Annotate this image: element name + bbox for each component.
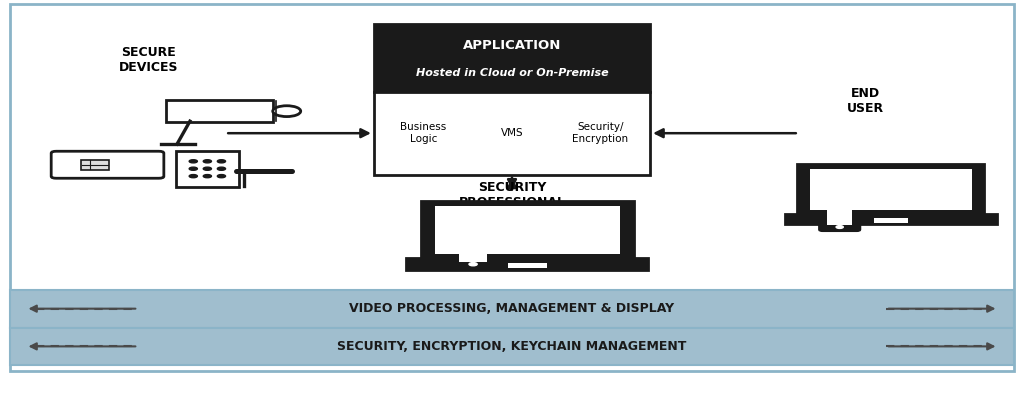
FancyBboxPatch shape <box>176 151 239 187</box>
Text: SECURE
DEVICES: SECURE DEVICES <box>119 46 178 74</box>
FancyBboxPatch shape <box>508 263 547 268</box>
Circle shape <box>189 160 198 163</box>
Text: SECURITY
PROFESSIONAL: SECURITY PROFESSIONAL <box>459 181 565 209</box>
FancyBboxPatch shape <box>166 100 272 122</box>
Circle shape <box>217 175 225 178</box>
Circle shape <box>217 167 225 170</box>
FancyBboxPatch shape <box>374 24 650 92</box>
Circle shape <box>189 167 198 170</box>
FancyBboxPatch shape <box>51 151 164 178</box>
Circle shape <box>189 175 198 178</box>
FancyBboxPatch shape <box>827 208 852 225</box>
Text: Business
Logic: Business Logic <box>400 122 446 145</box>
FancyBboxPatch shape <box>819 202 860 231</box>
FancyBboxPatch shape <box>81 160 109 170</box>
Text: Hosted in Cloud or On-Premise: Hosted in Cloud or On-Premise <box>416 68 608 78</box>
FancyBboxPatch shape <box>451 236 496 268</box>
Text: SECURITY, ENCRYPTION, KEYCHAIN MANAGEMENT: SECURITY, ENCRYPTION, KEYCHAIN MANAGEMEN… <box>337 340 687 353</box>
Circle shape <box>217 160 225 163</box>
Text: Security/
Encryption: Security/ Encryption <box>572 122 629 145</box>
Text: VIDEO PROCESSING, MANAGEMENT & DISPLAY: VIDEO PROCESSING, MANAGEMENT & DISPLAY <box>349 302 675 315</box>
FancyBboxPatch shape <box>810 169 972 210</box>
FancyBboxPatch shape <box>459 242 487 262</box>
Circle shape <box>469 263 477 266</box>
Text: VMS: VMS <box>501 128 523 138</box>
Circle shape <box>203 175 212 178</box>
Circle shape <box>203 160 212 163</box>
Circle shape <box>836 225 844 228</box>
FancyBboxPatch shape <box>873 218 908 223</box>
FancyBboxPatch shape <box>784 214 997 224</box>
Circle shape <box>203 167 212 170</box>
FancyBboxPatch shape <box>10 290 1014 328</box>
FancyBboxPatch shape <box>407 258 648 270</box>
FancyBboxPatch shape <box>10 328 1014 365</box>
FancyBboxPatch shape <box>374 92 650 175</box>
FancyBboxPatch shape <box>435 206 620 254</box>
Circle shape <box>272 106 301 117</box>
Text: APPLICATION: APPLICATION <box>463 39 561 52</box>
FancyBboxPatch shape <box>421 201 634 260</box>
FancyBboxPatch shape <box>10 4 1014 371</box>
FancyBboxPatch shape <box>798 164 984 215</box>
Text: END
USER: END USER <box>847 87 884 116</box>
